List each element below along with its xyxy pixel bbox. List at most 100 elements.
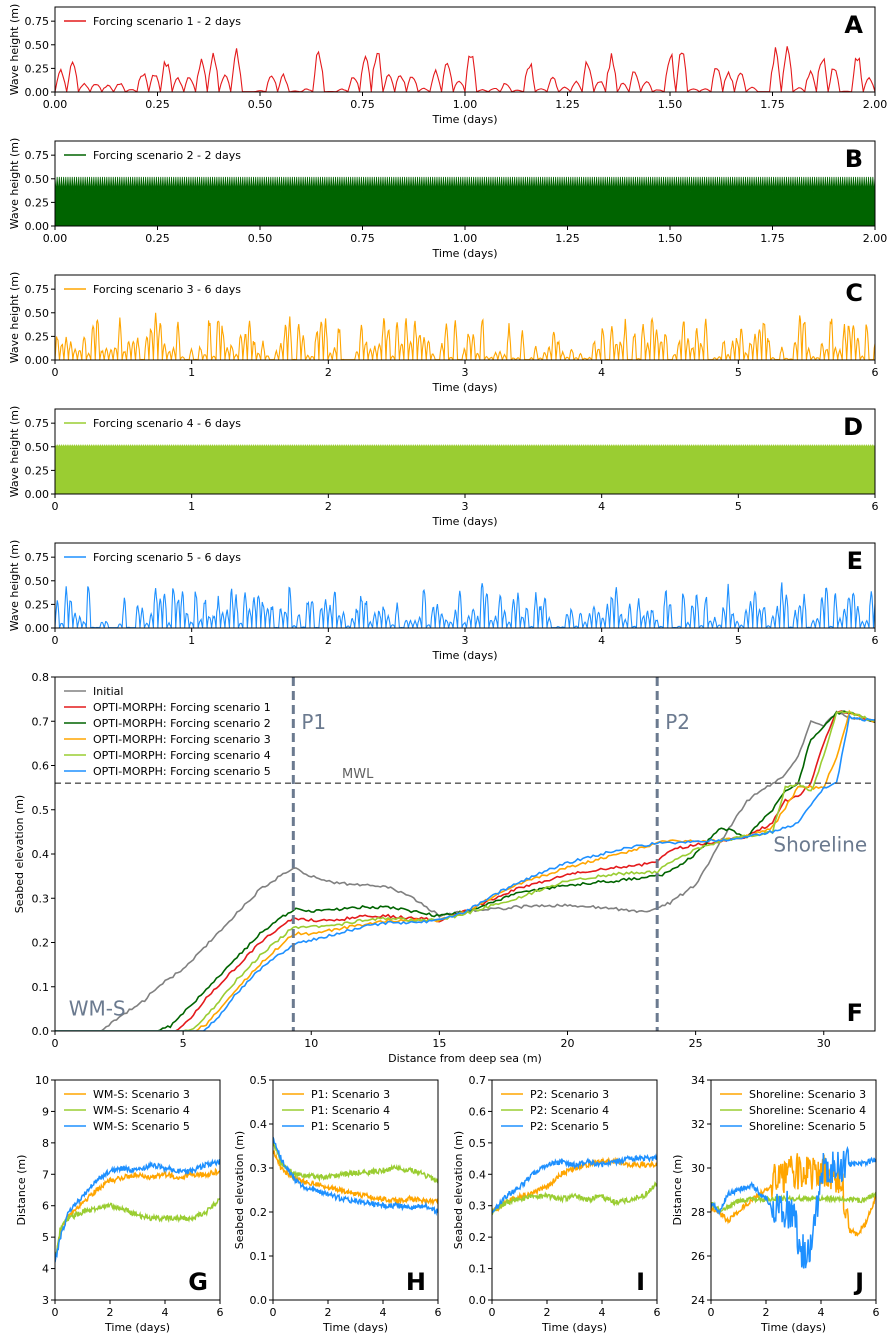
- legend-label: OPTI-MORPH: Forcing scenario 3: [93, 733, 271, 746]
- panel-letter: A: [844, 11, 863, 39]
- x-tick-label: 2: [325, 500, 332, 513]
- series-line: [273, 1141, 438, 1184]
- x-tick-label: 0.25: [145, 98, 170, 111]
- y-tick-label: 0.5: [250, 1074, 268, 1087]
- x-tick-label: 6: [872, 500, 879, 513]
- x-axis-label: Time (days): [104, 1321, 170, 1334]
- y-tick-label: 0.3: [250, 1162, 268, 1175]
- legend-label: P1: Scenario 5: [311, 1120, 390, 1133]
- y-tick-label: 8: [42, 1137, 49, 1150]
- y-tick-label: 0.25: [25, 330, 50, 343]
- plot-area: [55, 176, 875, 226]
- y-tick-label: 0.1: [250, 1250, 268, 1263]
- series-line: [55, 1197, 220, 1260]
- y-tick-label: 0.25: [25, 464, 50, 477]
- plot-area: [273, 1136, 438, 1217]
- legend-label: Forcing scenario 2 - 2 days: [93, 149, 241, 162]
- legend: Forcing scenario 5 - 6 days: [64, 551, 241, 564]
- legend: Forcing scenario 3 - 6 days: [64, 283, 241, 296]
- legend: Forcing scenario 2 - 2 days: [64, 149, 241, 162]
- panel-B: 0.00 0.25 0.50 0.75 1.00 1.25 1.50 1.75 2.00 0.00…: [8, 138, 887, 260]
- panel-letter: G: [188, 1268, 208, 1296]
- x-tick-label: 0.50: [248, 98, 273, 111]
- x-tick-label: 0.25: [145, 232, 170, 245]
- y-axis-label: Distance (m): [671, 1155, 684, 1226]
- panel-letter: H: [406, 1268, 426, 1296]
- x-tick-label: 2: [107, 1306, 114, 1319]
- legend-label: Shoreline: Scenario 5: [749, 1120, 866, 1133]
- x-tick-label: 5: [735, 366, 742, 379]
- legend: Forcing scenario 4 - 6 days: [64, 417, 241, 430]
- x-tick-label: 10: [304, 1037, 318, 1050]
- series-line: [492, 1181, 657, 1216]
- x-tick-label: 0: [489, 1306, 496, 1319]
- y-axis-label: Seabed elevation (m): [13, 795, 26, 913]
- legend-label: P2: Scenario 5: [530, 1120, 609, 1133]
- x-tick-label: 3: [462, 500, 469, 513]
- axes-frame: [54, 1079, 221, 1301]
- panel-H: 0 2 4 6 0.0 0.1 0.2 0.3 0.4 0.5 Time (days) Seabed …: [233, 1074, 442, 1334]
- panel-letter: J: [853, 1268, 864, 1296]
- x-tick-label: 4: [598, 634, 605, 647]
- x-tick-label: 0: [52, 634, 59, 647]
- x-tick-label: 0.75: [350, 98, 375, 111]
- mwl-label: MWL: [342, 767, 374, 782]
- plot-area: [55, 46, 875, 92]
- y-tick-label: 0.6: [469, 1105, 487, 1118]
- x-tick-label: 1: [188, 366, 195, 379]
- plot-area: [492, 1153, 657, 1216]
- legend-label: Forcing scenario 1 - 2 days: [93, 15, 241, 28]
- x-tick-label: 0: [708, 1306, 715, 1319]
- y-tick-label: 0.2: [469, 1231, 487, 1244]
- y-tick-label: 10: [35, 1074, 49, 1087]
- x-axis-label: Time (days): [432, 113, 498, 126]
- y-tick-label: 0.50: [25, 307, 50, 320]
- x-tick-label: 0.75: [350, 232, 375, 245]
- y-tick-label: 0.75: [25, 15, 50, 28]
- x-tick-label: 1.75: [760, 98, 785, 111]
- x-tick-label: 1.00: [453, 98, 478, 111]
- x-tick-label: 4: [380, 1306, 387, 1319]
- x-tick-label: 2: [325, 1306, 332, 1319]
- y-tick-label: 0.75: [25, 551, 50, 564]
- y-tick-label: 0.50: [25, 441, 50, 454]
- series-line: [492, 1153, 657, 1214]
- series-line: [55, 1167, 220, 1260]
- plot-area: [55, 582, 875, 628]
- x-tick-label: 2: [763, 1306, 770, 1319]
- y-tick-label: 24: [691, 1294, 705, 1307]
- x-tick-label: 0: [270, 1306, 277, 1319]
- x-tick-label: 4: [818, 1306, 825, 1319]
- y-axis-label: Wave height (m): [8, 540, 21, 632]
- profile-label: P1: [301, 710, 326, 734]
- legend-label: WM-S: Scenario 4: [93, 1104, 190, 1117]
- plot-area: [711, 1145, 876, 1269]
- x-axis-label: Time (days): [432, 649, 498, 662]
- x-tick-label: 1: [188, 500, 195, 513]
- series-line: [55, 582, 875, 628]
- y-tick-label: 0.0: [250, 1294, 268, 1307]
- y-tick-label: 0.5: [32, 804, 50, 817]
- x-tick-label: 6: [872, 634, 879, 647]
- x-tick-label: 20: [561, 1037, 575, 1050]
- y-axis-label: Seabed elevation (m): [452, 1131, 465, 1249]
- x-axis-label: Time (days): [432, 247, 498, 260]
- y-tick-label: 7: [42, 1168, 49, 1181]
- series-area: [55, 176, 875, 226]
- y-tick-label: 0.00: [25, 622, 50, 635]
- series-line: [711, 1145, 876, 1269]
- y-tick-label: 0.00: [25, 86, 50, 99]
- x-tick-label: 2.00: [863, 232, 888, 245]
- y-tick-label: 0.2: [250, 1206, 268, 1219]
- y-tick-label: 0.50: [25, 39, 50, 52]
- legend-label: P2: Scenario 4: [530, 1104, 609, 1117]
- y-tick-label: 0.6: [32, 760, 50, 773]
- x-tick-label: 1.00: [453, 232, 478, 245]
- series-line: [55, 312, 875, 360]
- y-tick-label: 0.4: [469, 1168, 487, 1181]
- legend: P1: Scenario 3 P1: Scenario 4 P1: Scenario…: [282, 1088, 390, 1133]
- panel-C: 0 1 2 3 4 5 6 0.00 0.25 0.50 0.75 Time (days) Wave h…: [8, 272, 879, 394]
- y-tick-label: 0.5: [469, 1137, 487, 1150]
